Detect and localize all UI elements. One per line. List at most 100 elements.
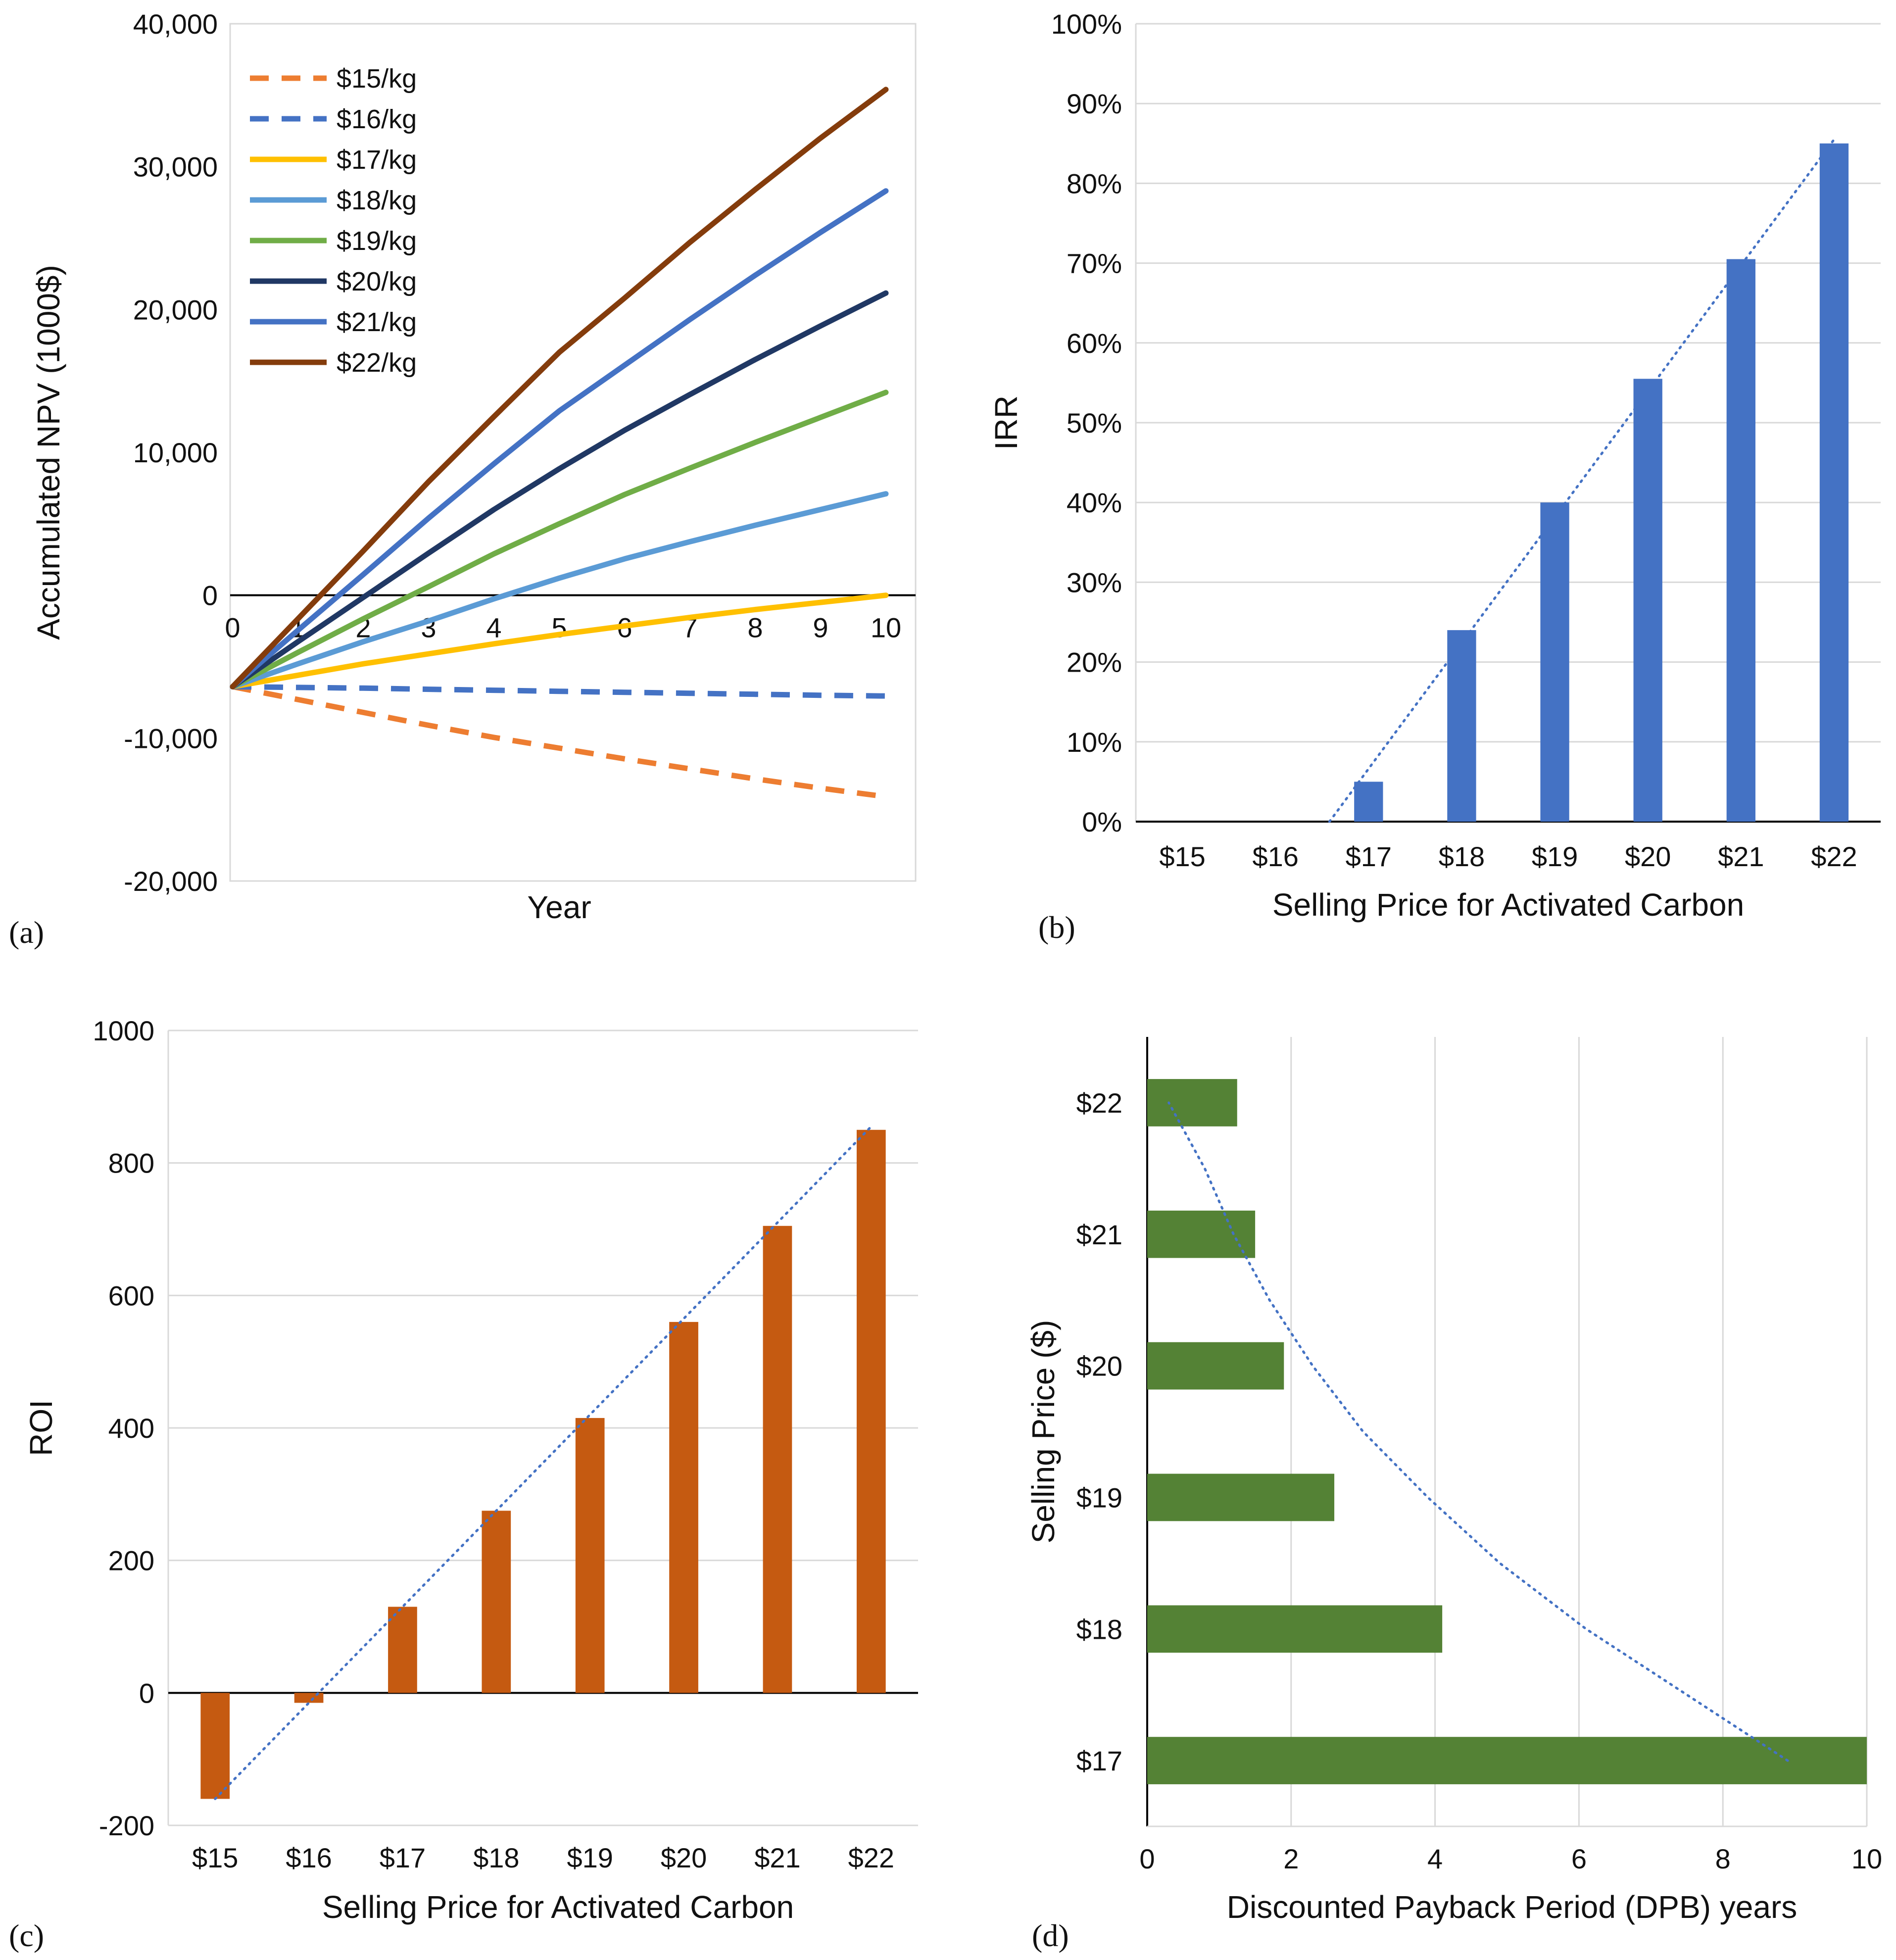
legend-label: $16/kg xyxy=(337,104,417,134)
y-axis-title-d: Selling Price ($) xyxy=(1025,1320,1061,1544)
x-tick-label-b: $17 xyxy=(1346,841,1392,872)
y-tick-label-c: 400 xyxy=(108,1413,154,1444)
y-tick-label-d: $18 xyxy=(1076,1614,1122,1645)
y-tick-label-a: 10,000 xyxy=(133,437,218,468)
y-tick-label-d: $20 xyxy=(1076,1351,1122,1382)
trendline-c xyxy=(214,1125,873,1800)
y-tick-label-d: $21 xyxy=(1076,1219,1122,1250)
panel-label-b: (b) xyxy=(1038,910,1075,945)
legend-label: $19/kg xyxy=(337,226,417,256)
series-line-7 xyxy=(230,87,889,689)
bar-d-0 xyxy=(1147,1737,1867,1784)
y-axis-title-c: ROI xyxy=(23,1400,59,1456)
x-tick-label-b: $16 xyxy=(1252,841,1298,872)
y-tick-label-a: 30,000 xyxy=(133,151,218,183)
series-line-0 xyxy=(232,684,886,800)
x-tick-label-a: 10 xyxy=(871,612,901,643)
x-tick-label-c: $21 xyxy=(754,1842,800,1873)
x-tick-label-b: $22 xyxy=(1811,841,1857,872)
series-line-6 xyxy=(230,188,889,689)
x-tick-label-c: $22 xyxy=(848,1842,894,1873)
x-tick-label-c: $15 xyxy=(192,1842,238,1873)
x-tick-label-a: 4 xyxy=(486,612,501,643)
panel-label-c: (c) xyxy=(9,1918,44,1953)
bar-b-4 xyxy=(1540,502,1569,822)
x-tick-label-b: $19 xyxy=(1532,841,1578,872)
bar-c-7 xyxy=(856,1129,886,1693)
bar-d-1 xyxy=(1147,1605,1443,1653)
series-line-4 xyxy=(230,390,889,689)
y-tick-label-c: -200 xyxy=(99,1810,154,1841)
bar-d-3 xyxy=(1147,1342,1284,1390)
legend-label: $22/kg xyxy=(337,348,417,378)
x-tick-label-b: $15 xyxy=(1159,841,1205,872)
bar-b-6 xyxy=(1726,259,1755,822)
bar-b-7 xyxy=(1819,143,1849,822)
x-tick-label-c: $17 xyxy=(380,1842,426,1873)
plot-area-a xyxy=(229,23,917,882)
x-tick-label-c: $16 xyxy=(286,1842,332,1873)
y-tick-label-b: 10% xyxy=(1067,727,1122,758)
x-axis-title-b: Selling Price for Activated Carbon xyxy=(1272,887,1744,923)
x-tick-label-d: 8 xyxy=(1715,1843,1731,1874)
y-tick-label-c: 800 xyxy=(108,1148,154,1179)
bar-d-2 xyxy=(1147,1473,1335,1521)
series-line-3 xyxy=(230,491,889,689)
bar-b-3 xyxy=(1447,630,1476,822)
legend-label: $20/kg xyxy=(337,267,417,296)
x-tick-label-a: 9 xyxy=(813,612,828,643)
bar-c-5 xyxy=(669,1322,698,1693)
x-axis-title-c: Selling Price for Activated Carbon xyxy=(322,1889,794,1925)
bar-b-5 xyxy=(1633,379,1662,822)
trendline-b xyxy=(1328,138,1836,823)
y-axis-title-b: IRR xyxy=(988,395,1024,450)
y-tick-label-a: -10,000 xyxy=(124,723,218,754)
x-tick-label-c: $18 xyxy=(473,1842,519,1873)
x-tick-label-d: 4 xyxy=(1427,1843,1443,1874)
bar-d-5 xyxy=(1147,1079,1237,1127)
y-tick-label-b: 30% xyxy=(1067,567,1122,598)
y-tick-label-b: 100% xyxy=(1051,8,1122,40)
x-tick-label-d: 10 xyxy=(1851,1843,1882,1874)
y-tick-label-b: 20% xyxy=(1067,647,1122,678)
bar-b-2 xyxy=(1354,782,1383,822)
x-tick-label-c: $20 xyxy=(661,1842,707,1873)
y-tick-label-a: -20,000 xyxy=(124,866,218,897)
y-tick-label-b: 80% xyxy=(1067,168,1122,199)
y-tick-label-a: 20,000 xyxy=(133,294,218,325)
x-tick-label-d: 6 xyxy=(1571,1843,1587,1874)
bar-c-4 xyxy=(575,1418,605,1693)
bar-d-4 xyxy=(1147,1210,1256,1258)
y-tick-label-b: 90% xyxy=(1067,88,1122,119)
x-tick-label-b: $20 xyxy=(1625,841,1671,872)
y-tick-label-b: 40% xyxy=(1067,487,1122,518)
y-tick-label-c: 600 xyxy=(108,1280,154,1311)
trendline-d xyxy=(1167,1101,1789,1762)
y-tick-label-b: 60% xyxy=(1067,328,1122,359)
y-tick-label-d: $22 xyxy=(1076,1087,1122,1119)
y-tick-label-c: 200 xyxy=(108,1545,154,1576)
y-tick-label-b: 50% xyxy=(1067,407,1122,439)
bar-c-0 xyxy=(200,1693,230,1799)
bar-c-2 xyxy=(388,1607,417,1693)
bar-c-1 xyxy=(294,1693,324,1703)
panel-label-a: (a) xyxy=(9,915,44,950)
y-tick-label-d: $19 xyxy=(1076,1482,1122,1513)
series-line-5 xyxy=(230,290,889,689)
y-tick-label-a: 0 xyxy=(202,580,218,611)
legend-label: $21/kg xyxy=(337,307,417,337)
x-tick-label-a: 8 xyxy=(747,612,763,643)
x-tick-label-b: $18 xyxy=(1439,841,1485,872)
x-axis-title-a: Year xyxy=(527,889,591,925)
legend-label: $15/kg xyxy=(337,64,417,94)
series-line-2 xyxy=(230,592,889,689)
y-tick-label-b: 0% xyxy=(1082,806,1122,837)
panel-label-d: (d) xyxy=(1032,1918,1069,1953)
x-tick-label-d: 2 xyxy=(1283,1843,1299,1874)
y-axis-title-a: Accumulated NPV (1000$) xyxy=(31,265,66,640)
y-tick-label-c: 0 xyxy=(139,1677,154,1709)
y-tick-label-a: 40,000 xyxy=(133,8,218,40)
legend-label: $17/kg xyxy=(337,145,417,175)
x-tick-label-b: $21 xyxy=(1718,841,1764,872)
